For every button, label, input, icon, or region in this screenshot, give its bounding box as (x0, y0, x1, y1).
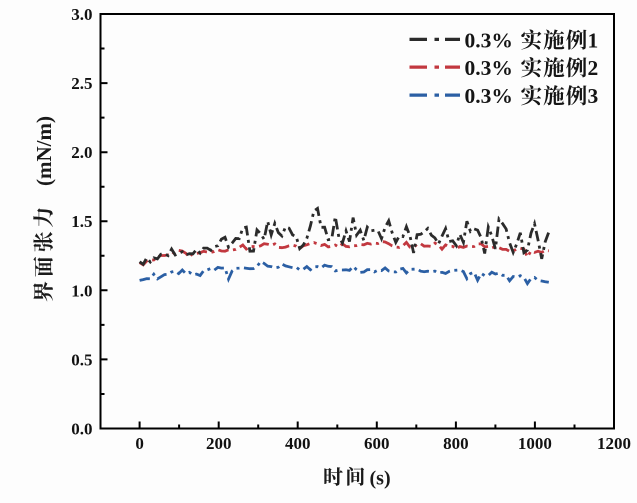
svg-text:2.0: 2.0 (71, 143, 92, 162)
svg-text:1.5: 1.5 (71, 212, 92, 231)
svg-text:2: 2 (588, 56, 599, 80)
svg-text:1.0: 1.0 (71, 281, 92, 300)
svg-text:0.5: 0.5 (71, 350, 92, 369)
svg-text:1200: 1200 (597, 434, 631, 453)
svg-text:2.5: 2.5 (71, 74, 92, 93)
svg-text:0.3%: 0.3% (465, 28, 513, 52)
svg-text:400: 400 (285, 434, 311, 453)
svg-text:1: 1 (588, 28, 599, 52)
svg-text:3.0: 3.0 (71, 5, 92, 24)
svg-text:0: 0 (135, 434, 144, 453)
svg-text:0.3%: 0.3% (465, 56, 513, 80)
svg-text:(s): (s) (370, 468, 391, 490)
svg-text:1000: 1000 (518, 434, 552, 453)
svg-text:0.0: 0.0 (71, 420, 92, 439)
svg-text:800: 800 (443, 434, 469, 453)
svg-text:0.3%: 0.3% (465, 84, 513, 108)
svg-text:600: 600 (364, 434, 390, 453)
svg-text:200: 200 (206, 434, 232, 453)
svg-text:(mN/m): (mN/m) (32, 116, 56, 186)
svg-text:3: 3 (588, 84, 599, 108)
